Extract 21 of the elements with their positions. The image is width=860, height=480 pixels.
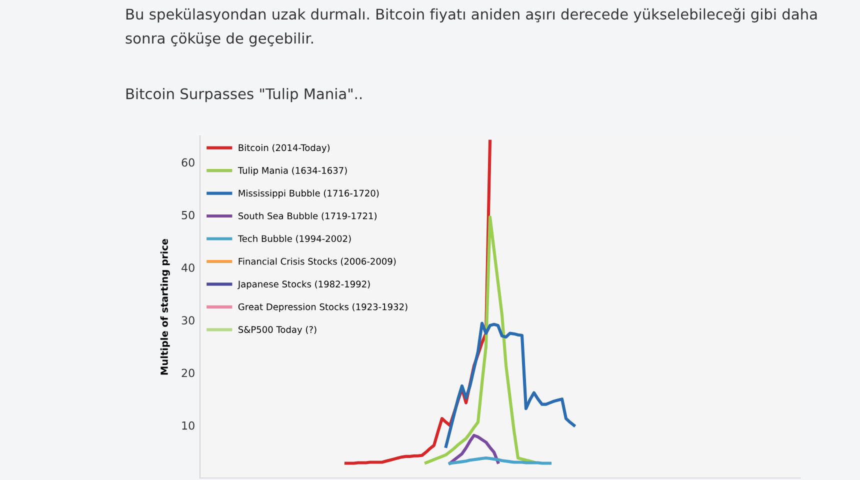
legend-label: South Sea Bubble (1719-1721) bbox=[238, 212, 376, 220]
y-tick-label: 10 bbox=[182, 421, 194, 430]
legend-label: Bitcoin (2014-Today) bbox=[238, 144, 330, 153]
chart-title: Bitcoin Surpasses "Tulip Mania".. bbox=[126, 88, 362, 102]
y-axis-title: Multiple of starting price bbox=[160, 238, 170, 375]
y-tick-label: 20 bbox=[182, 368, 194, 378]
legend-label: Great Depression Stocks (1923-1932) bbox=[238, 303, 408, 312]
y-tick-label: 30 bbox=[182, 316, 194, 325]
legend-label: Mississippi Bubble (1716-1720) bbox=[238, 190, 379, 198]
legend-label: Tech Bubble (1994-2002) bbox=[238, 235, 351, 244]
line-series bbox=[448, 434, 500, 465]
line-series bbox=[444, 322, 576, 448]
line-series bbox=[424, 216, 536, 464]
legend-label: Financial Crisis Stocks (2006-2009) bbox=[238, 258, 396, 266]
y-tick-label: 60 bbox=[182, 158, 194, 167]
legend-label: S&P500 Today (?) bbox=[238, 326, 316, 335]
legend-label: Japanese Stocks (1982-1992) bbox=[237, 280, 370, 290]
legend-label: Tulip Mania (1634-1637) bbox=[238, 166, 347, 176]
y-tick-label: 50 bbox=[182, 210, 194, 220]
chart-subtitle: Bu spekülasyondan uzak durmalı. Bitcoin fiyatı aniden aşırı derecede yükselebileceği gibi daha sonra çöküşe de geçebilir. bbox=[126, 8, 817, 47]
y-tick-label: 40 bbox=[182, 264, 194, 272]
